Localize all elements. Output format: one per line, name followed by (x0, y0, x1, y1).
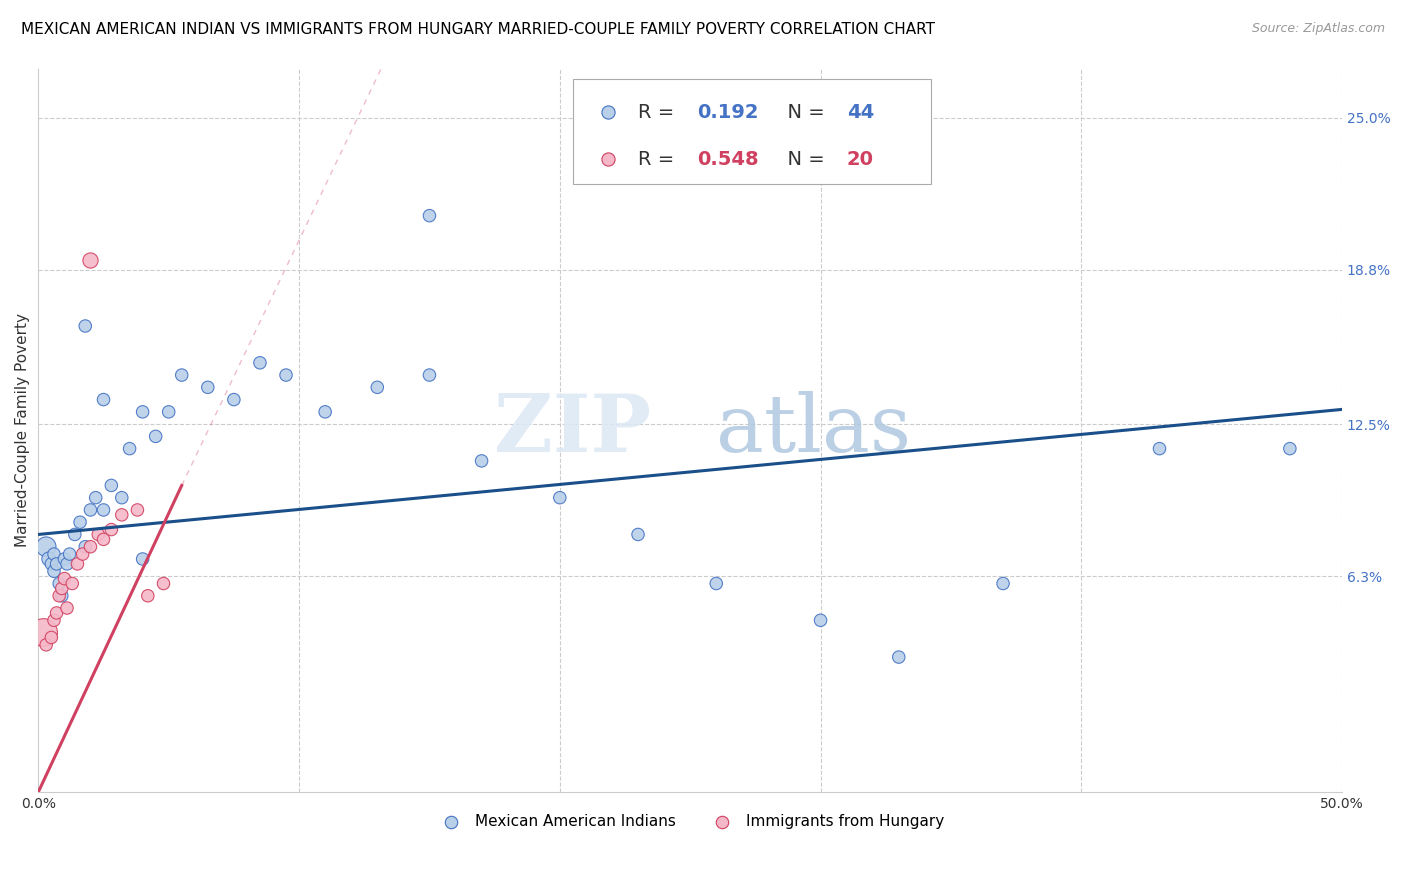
Point (79, 540, 101, 554)
Text: Source: ZipAtlas.com: Source: ZipAtlas.com (1251, 22, 1385, 36)
Point (66, 557, 89, 571)
Point (75, 318, 97, 333)
Text: 20: 20 (846, 150, 873, 169)
Point (51, 582, 73, 596)
Point (1278, 442, 1301, 456)
Point (56, 601, 79, 615)
Point (810, 613, 832, 627)
Point (87, 527, 110, 541)
Point (79, 252, 101, 267)
Text: 0.192: 0.192 (697, 103, 758, 122)
Point (111, 491, 134, 505)
Point (93, 503, 115, 517)
Y-axis label: Married-Couple Family Poverty: Married-Couple Family Poverty (15, 313, 30, 547)
Point (51, 589, 73, 603)
Point (100, 523, 122, 537)
Point (145, 429, 167, 443)
Point (45, 557, 67, 571)
Text: 0.548: 0.548 (697, 150, 758, 169)
Point (84, 491, 107, 505)
Point (136, 589, 159, 603)
Point (131, 405, 153, 419)
Point (627, 527, 650, 541)
Point (118, 442, 141, 456)
Text: 44: 44 (846, 103, 875, 122)
Point (152, 576, 174, 591)
Point (63, 527, 86, 541)
Point (1149, 442, 1171, 456)
Point (127, 503, 149, 517)
Point (157, 405, 180, 419)
Point (131, 552, 153, 566)
Text: atlas: atlas (716, 392, 911, 469)
Point (471, 454, 494, 468)
Legend: Mexican American Indians, Immigrants from Hungary: Mexican American Indians, Immigrants fro… (429, 808, 950, 835)
Point (38, 552, 60, 566)
Point (418, 209, 440, 223)
Point (32, 625, 55, 640)
Point (42, 613, 65, 627)
Point (170, 368, 193, 382)
Point (548, 491, 571, 505)
Point (45, 606, 67, 620)
Point (197, 380, 219, 394)
Point (42, 564, 65, 578)
Point (53, 552, 76, 566)
Point (274, 368, 297, 382)
Point (111, 508, 134, 522)
Text: MEXICAN AMERICAN INDIAN VS IMMIGRANTS FROM HUNGARY MARRIED-COUPLE FAMILY POVERTY: MEXICAN AMERICAN INDIAN VS IMMIGRANTS FR… (21, 22, 935, 37)
Point (75, 540, 97, 554)
FancyBboxPatch shape (572, 79, 931, 185)
Point (887, 650, 910, 665)
Point (100, 478, 122, 492)
Point (35, 540, 58, 554)
Point (41, 557, 63, 571)
Point (48, 589, 70, 603)
Point (53, 572, 76, 586)
Point (79, 503, 101, 517)
Text: N =: N = (775, 150, 831, 169)
Point (48, 576, 70, 591)
Point (704, 576, 727, 591)
Point (59, 547, 82, 561)
Point (69, 515, 91, 529)
Point (60, 576, 83, 591)
Text: ZIP: ZIP (494, 392, 651, 469)
Point (35, 638, 58, 652)
Point (41, 631, 63, 645)
Text: R =: R = (638, 103, 681, 122)
Point (366, 380, 388, 394)
Point (42, 547, 65, 561)
Point (56, 557, 79, 571)
Point (418, 368, 440, 382)
Point (314, 405, 336, 419)
Point (72, 547, 94, 561)
Point (249, 356, 271, 370)
Point (93, 392, 115, 407)
Text: R =: R = (638, 150, 681, 169)
Text: N =: N = (775, 103, 831, 122)
Point (991, 576, 1014, 591)
Point (93, 533, 115, 547)
Point (222, 392, 245, 407)
